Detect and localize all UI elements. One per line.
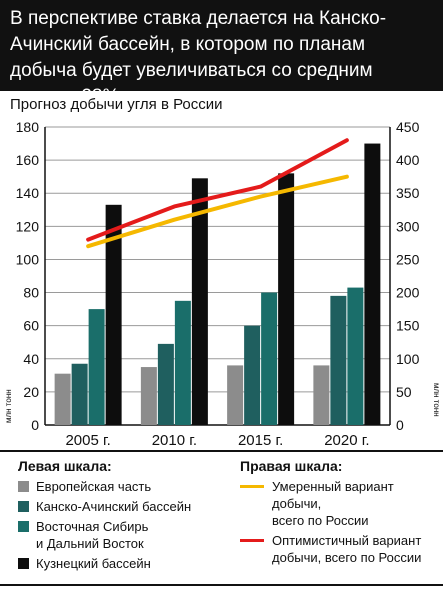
bar (330, 295, 347, 425)
left-tick-label: 20 (23, 384, 39, 400)
legend-left: Левая шкала: Европейская часть Канско-Ачи… (18, 458, 228, 575)
bar (71, 363, 88, 425)
left-tick-label: 0 (31, 417, 39, 433)
legend-label: Канско-Ачинский бассейн (36, 499, 192, 514)
legend-label: Умеренный вариант добычи, всего по Росси… (272, 479, 394, 528)
legend-item: Кузнецкий бассейн (18, 555, 228, 572)
bar (174, 300, 191, 425)
left-tick-label: 140 (16, 185, 40, 201)
legend-swatch (18, 558, 29, 569)
bar (140, 367, 157, 425)
x-tick-label: 2010 г. (152, 432, 197, 447)
bar (244, 325, 261, 425)
right-tick-label: 100 (396, 351, 420, 367)
x-tick-label: 2020 г. (324, 432, 369, 447)
legend-label: Кузнецкий бассейн (36, 556, 151, 571)
bar (313, 365, 330, 425)
bar (347, 287, 364, 425)
left-tick-label: 80 (23, 285, 39, 301)
coal-chart: 0 20 40 60 80 100 120 140 160 180 0 50 100 150 200 250 3… (4, 119, 441, 447)
left-tick-label: 160 (16, 152, 40, 168)
bar (105, 204, 122, 425)
series-line (86, 138, 349, 242)
legend-swatch (240, 485, 264, 488)
legend-item: Канско-Ачинский бассейн (18, 498, 228, 515)
right-axis-label: млн тонн (432, 383, 441, 417)
right-tick-label: 450 (396, 119, 420, 135)
left-tick-label: 100 (16, 251, 40, 267)
legend-label: Оптимистичный вариант добычи, всего по Р… (272, 533, 422, 565)
legend-item: Оптимистичный вариант добычи, всего по Р… (240, 532, 440, 566)
bar (54, 373, 71, 425)
right-tick-label: 150 (396, 318, 420, 334)
right-tick-label: 0 (396, 417, 404, 433)
bar (278, 173, 295, 425)
bar (191, 178, 208, 425)
legend-bottom-divider (0, 584, 443, 586)
left-axis-label: млн тонн (4, 389, 13, 423)
legend-label: Европейская часть (36, 479, 152, 494)
bar (157, 343, 174, 425)
legend-left-title: Левая шкала: (18, 458, 112, 474)
left-tick-label: 180 (16, 119, 40, 135)
chart-title: Прогноз добычи угля в России (10, 96, 223, 113)
legend-right-title: Правая шкала: (240, 458, 343, 474)
series-line (86, 174, 349, 249)
legend-swatch (18, 521, 29, 532)
legend-swatch (18, 501, 29, 512)
legend-swatch (240, 539, 264, 542)
x-tick-label: 2005 г. (65, 432, 110, 447)
left-tick-label: 120 (16, 218, 40, 234)
left-tick-label: 60 (23, 318, 39, 334)
right-tick-label: 350 (396, 185, 420, 201)
chart-headline: В перспективе ставка делается на Канско-… (10, 8, 387, 107)
bar (227, 365, 244, 425)
legend-label: Восточная Сибирь и Дальний Восток (36, 519, 149, 551)
bar (364, 143, 381, 426)
legend-right: Правая шкала: Умеренный вариант добычи, … (240, 458, 440, 569)
left-tick-label: 40 (23, 351, 39, 367)
bar (88, 309, 105, 425)
legend-item: Европейская часть (18, 478, 228, 495)
right-tick-label: 300 (396, 218, 420, 234)
right-tick-label: 50 (396, 384, 412, 400)
right-tick-label: 200 (396, 285, 420, 301)
legend-swatch (18, 481, 29, 492)
chart-header: В перспективе ставка делается на Канско-… (0, 0, 443, 107)
right-tick-label: 250 (396, 251, 420, 267)
legend-item: Умеренный вариант добычи, всего по Росси… (240, 478, 440, 529)
bar (261, 292, 278, 425)
legend-item: Восточная Сибирь и Дальний Восток (18, 518, 228, 552)
legend-top-divider (0, 450, 443, 452)
x-tick-label: 2015 г. (238, 432, 283, 447)
right-tick-label: 400 (396, 152, 420, 168)
